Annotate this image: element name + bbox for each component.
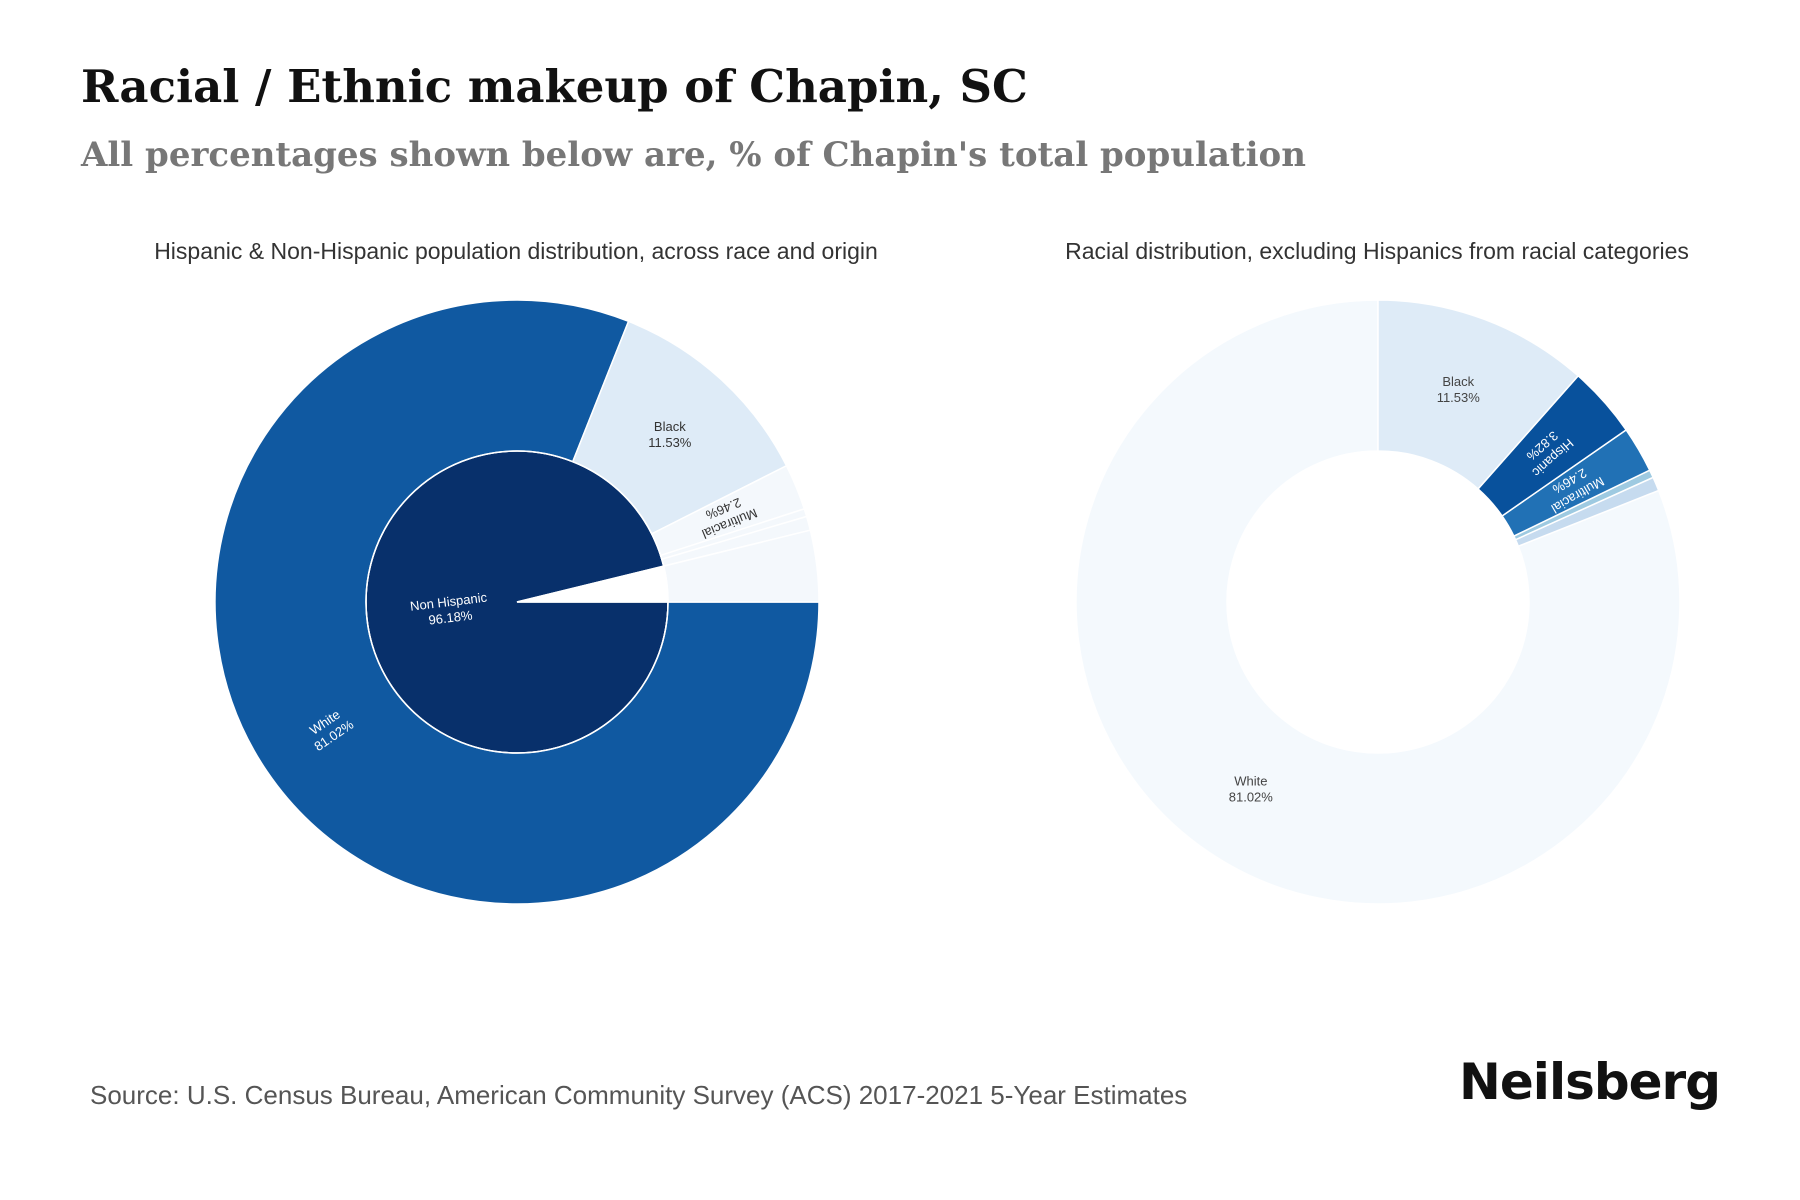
chart-title-left: Hispanic & Non-Hispanic population distr… bbox=[154, 238, 878, 264]
page-title: Racial / Ethnic makeup of Chapin, SC bbox=[81, 60, 1028, 113]
sunburst-chart: Non Hispanic96.18%White81.02%Black 11.53%… bbox=[214, 299, 820, 905]
outer-label-black: Black 11.53% bbox=[648, 419, 692, 450]
page-subtitle: All percentages shown below are, % of Ch… bbox=[81, 135, 1306, 175]
donut-label-black: Black 11.53% bbox=[1437, 374, 1481, 405]
inner-ring-border bbox=[365, 450, 669, 754]
donut-label-white: White 81.02% bbox=[1229, 773, 1274, 804]
donut-slice-black[interactable] bbox=[1377, 299, 1580, 490]
donut-slice-white[interactable] bbox=[1075, 299, 1681, 905]
source-note: Source: U.S. Census Bureau, American Com… bbox=[90, 1080, 1188, 1110]
neilsberg-logo[interactable]: Neilsberg bbox=[1459, 1053, 1721, 1111]
donut-chart: White 81.02%Multiracial2.46%Hispanic3.82%… bbox=[1075, 299, 1681, 905]
chart-title-right: Racial distribution, excluding Hispanics… bbox=[1065, 238, 1689, 264]
